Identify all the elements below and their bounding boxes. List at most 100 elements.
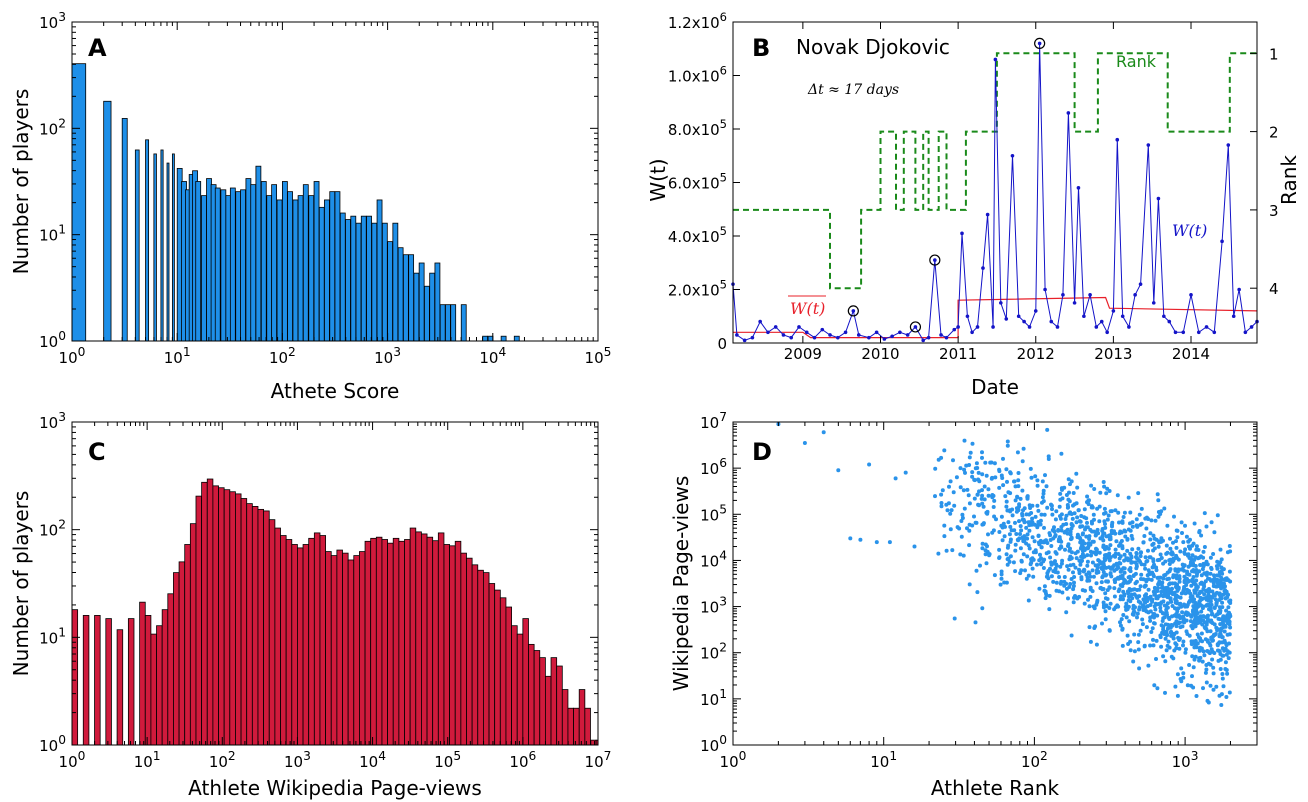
scatter-point [1138, 628, 1143, 633]
wt-point [1049, 319, 1054, 324]
wt-point [1173, 330, 1178, 335]
histogram-bar [302, 184, 309, 342]
histogram-bar [156, 625, 163, 746]
scatter-point [1160, 580, 1165, 585]
scatter-point [1136, 491, 1141, 496]
scatter-point [1174, 614, 1179, 619]
scatter-point [1126, 495, 1131, 500]
histogram-bar [287, 191, 293, 342]
scatter-point [967, 543, 972, 548]
histogram-bar [214, 187, 221, 342]
histogram-bar [329, 191, 336, 342]
scatter-point [1164, 543, 1169, 548]
scatter-point [1013, 548, 1018, 553]
wt-point [999, 301, 1003, 305]
scatter-point [1130, 587, 1135, 592]
scatter-point [1204, 524, 1209, 529]
scatter-point [1106, 546, 1111, 551]
plot-frame [71, 21, 599, 342]
scatter-point [1018, 532, 1022, 536]
scatter-point [1212, 530, 1217, 535]
histogram-bar [556, 665, 563, 746]
scatter-point [1042, 512, 1047, 517]
scatter-point [1201, 587, 1206, 591]
scatter-point [1155, 602, 1160, 607]
scatter-point [1132, 632, 1137, 637]
histogram-bar [482, 335, 488, 342]
tick-label: 106 [509, 749, 536, 771]
scatter-point [997, 555, 1002, 560]
histogram-bar [375, 536, 383, 746]
scatter-point [1204, 667, 1209, 672]
wt-point [812, 335, 817, 340]
histogram-bar [160, 149, 164, 342]
scatter-point [1071, 584, 1076, 588]
scatter-point [1171, 557, 1176, 561]
scatter-point [1174, 539, 1178, 544]
scatter-point [990, 493, 995, 497]
histogram-bar [71, 609, 79, 746]
scatter-point [1185, 579, 1190, 584]
scatter-point [1029, 475, 1034, 480]
histogram-bar [144, 615, 152, 746]
scatter-point [1117, 520, 1121, 525]
histogram-bar [426, 536, 434, 746]
scatter-point [1162, 506, 1167, 511]
scatter-point [1130, 596, 1135, 601]
scatter-point [983, 460, 988, 465]
scatter-point [1181, 639, 1186, 644]
scatter-point [975, 590, 980, 595]
scatter-point [1163, 559, 1168, 564]
scatter-point [980, 450, 984, 455]
scatter-point [1108, 572, 1113, 577]
scatter-point [1101, 603, 1106, 608]
wt-point [1027, 325, 1032, 329]
histogram-bar [325, 551, 332, 746]
scatter-point [966, 493, 971, 498]
scatter-point [1202, 511, 1207, 516]
scatter-point [1005, 545, 1010, 550]
wt-point [933, 258, 937, 262]
tick-label: 100 [39, 329, 66, 351]
wt-point [1133, 293, 1137, 297]
scatter-point [1064, 513, 1069, 518]
tick-label: 102 [209, 749, 236, 771]
scatter-point [1192, 521, 1197, 526]
scatter-point [1057, 589, 1062, 594]
scatter-point [1107, 489, 1112, 493]
scatter-point [1179, 666, 1184, 671]
scatter-point [1163, 622, 1168, 627]
scatter-point [1047, 593, 1052, 598]
scatter-point [1116, 510, 1121, 515]
wt-point [1243, 330, 1248, 335]
scatter-point [1127, 574, 1132, 579]
scatter-point [1078, 524, 1083, 529]
scatter-point [1155, 575, 1160, 580]
tick-label: 105 [700, 502, 727, 524]
scatter-point [999, 572, 1004, 577]
scatter-point [1086, 570, 1091, 575]
scatter-point [1016, 478, 1021, 483]
scatter-point [981, 522, 986, 527]
scatter-point [1178, 677, 1183, 681]
scatter-point [1008, 537, 1013, 542]
scatter-point [1119, 617, 1124, 622]
scatter-point [1168, 596, 1173, 601]
scatter-point [1085, 494, 1090, 499]
histogram-bar [483, 572, 490, 746]
histogram-bar [511, 625, 518, 746]
scatter-point [1113, 547, 1118, 552]
scatter-point [1066, 505, 1071, 509]
scatter-point [1021, 446, 1026, 451]
scatter-point [1187, 663, 1192, 667]
scatter-point [1090, 560, 1095, 565]
tick-label: 102 [269, 345, 296, 367]
scatter-point [951, 490, 956, 495]
histogram-bar [166, 162, 170, 342]
tick-label: 100 [59, 749, 86, 771]
wt-point [1212, 330, 1217, 335]
histogram-bar [308, 195, 315, 342]
scatter-point [1069, 522, 1074, 527]
wt-point [1088, 293, 1092, 297]
scatter-point [1124, 615, 1129, 620]
